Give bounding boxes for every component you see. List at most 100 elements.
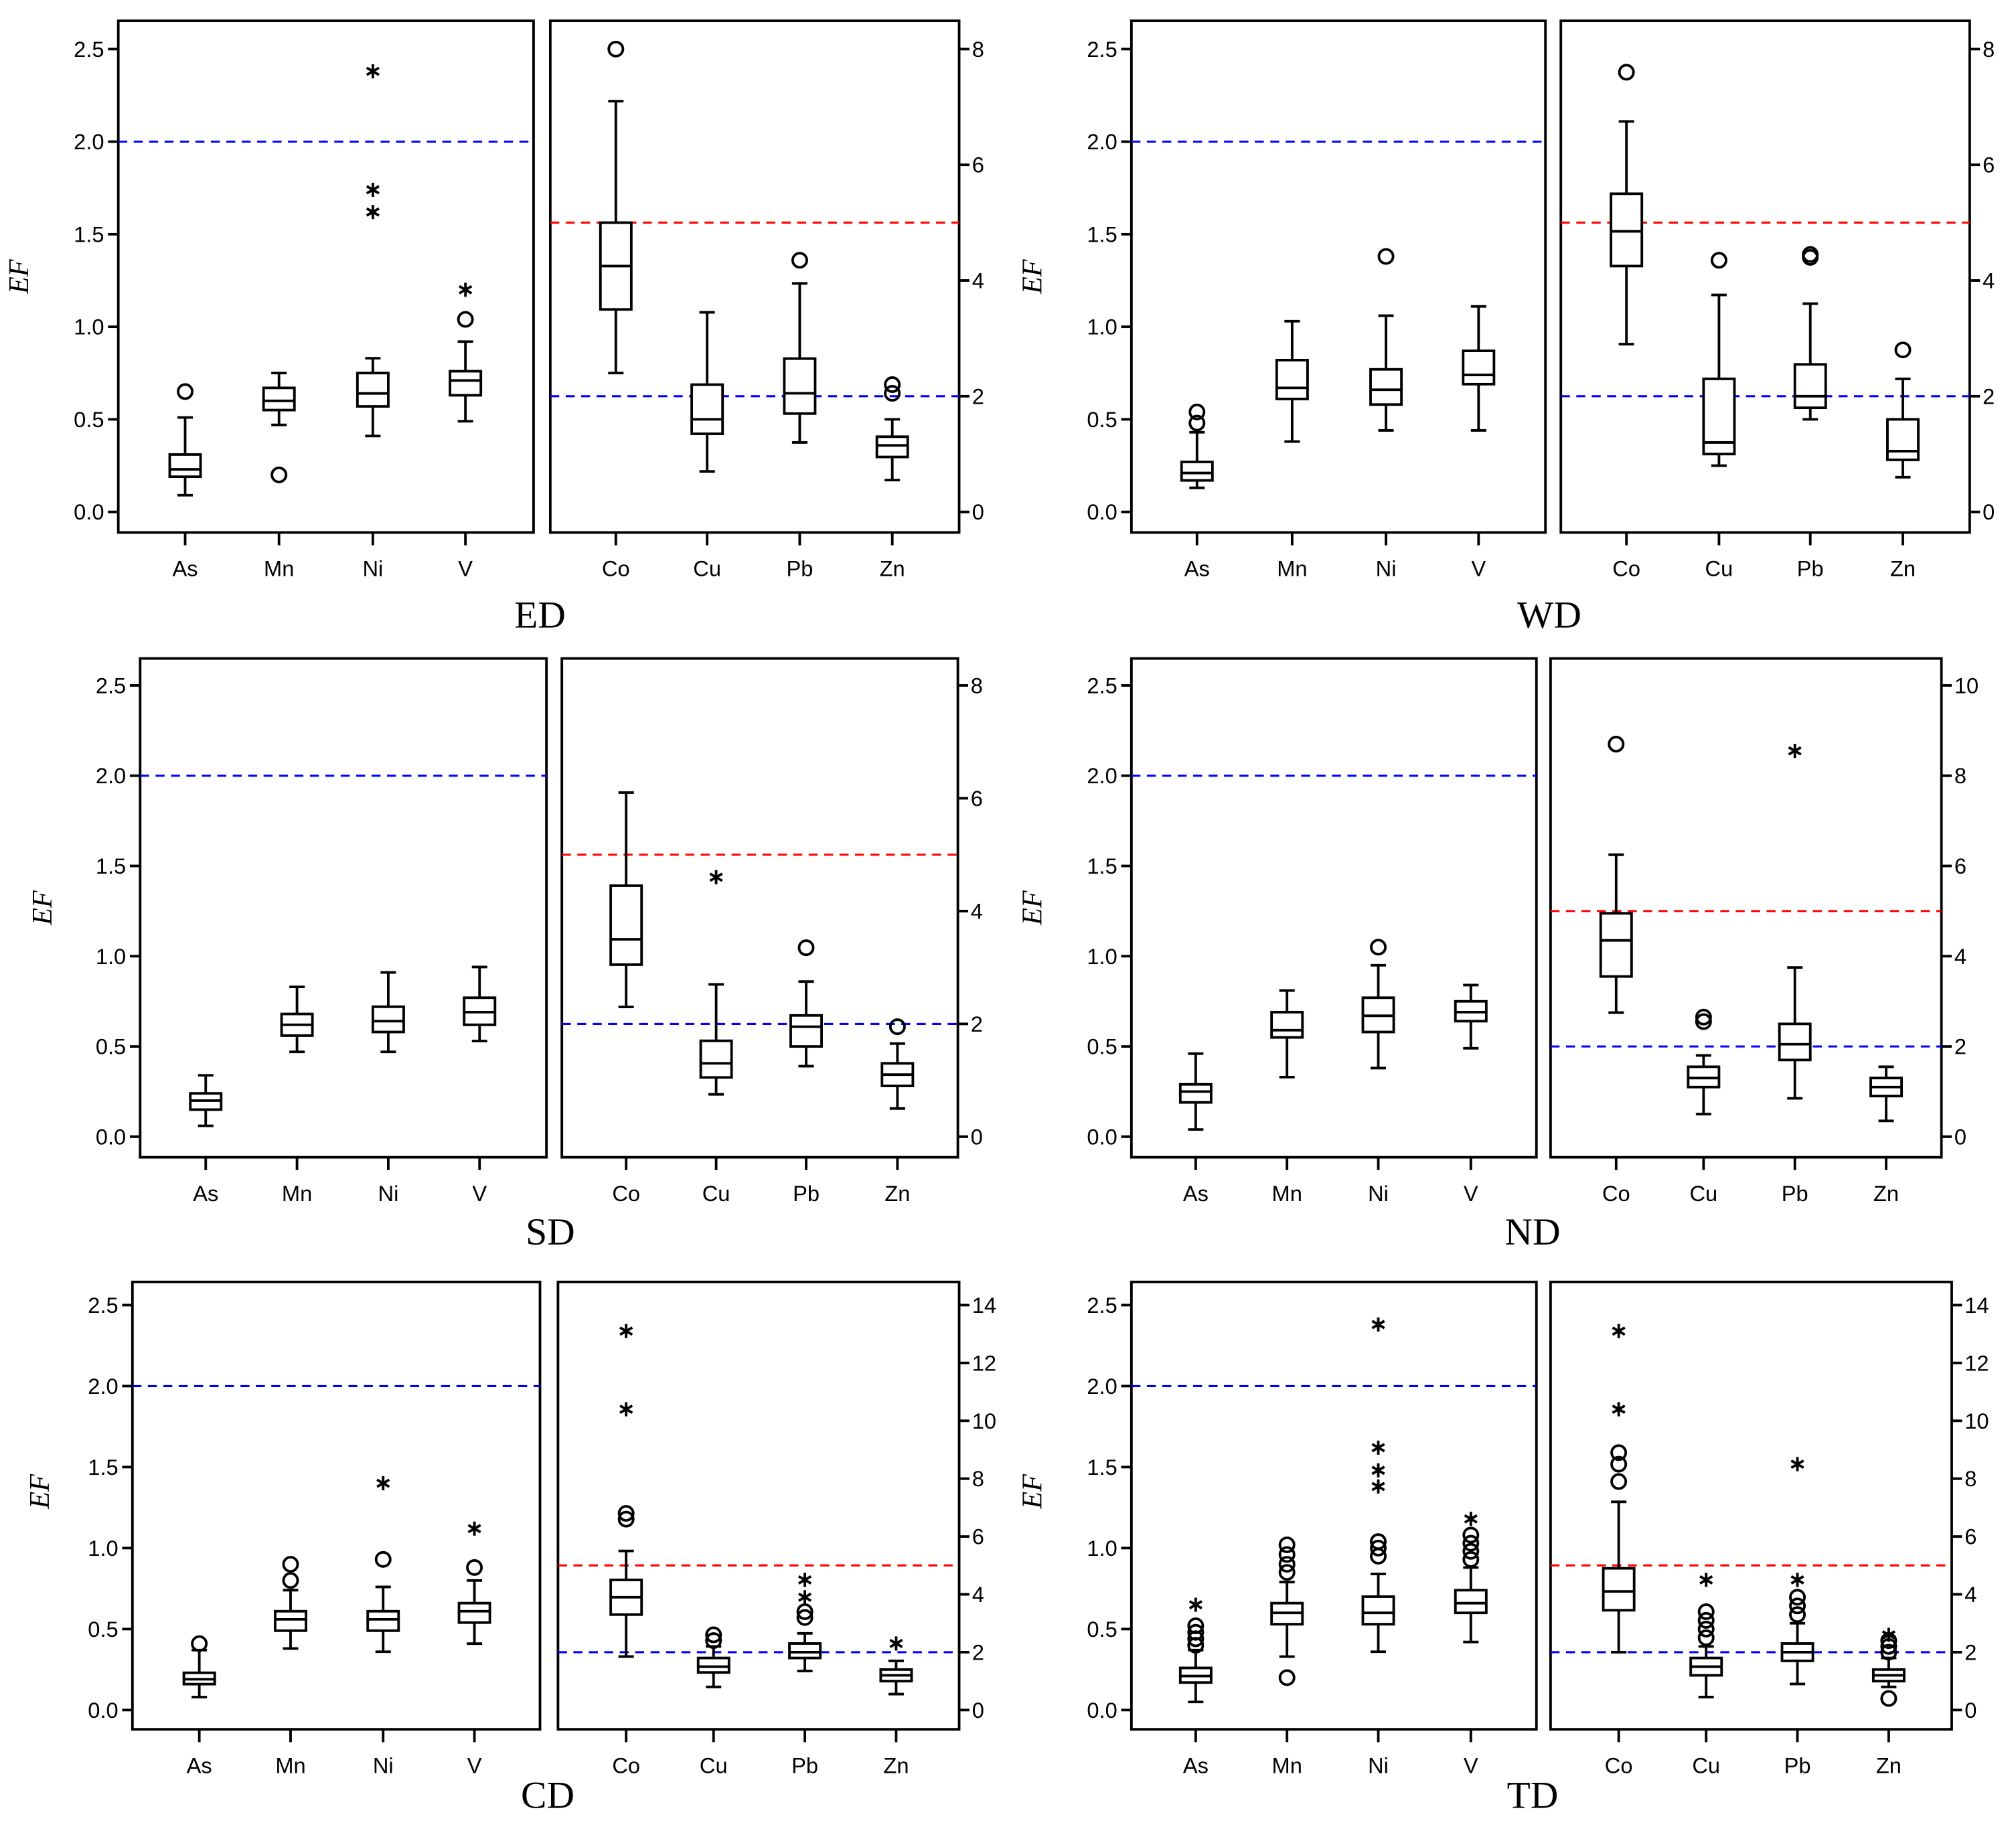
y-tick-label: 8 (1954, 763, 1966, 788)
box-ni: Ni (1361, 939, 1395, 1206)
plot-frame (1130, 657, 1538, 1159)
x-tick-label: Mn (264, 556, 294, 581)
extreme-star-icon (1790, 1457, 1804, 1471)
box-pb: Pb (1793, 246, 1827, 581)
x-tick-label: As (1183, 1753, 1209, 1777)
y-tick-label: 0.0 (1087, 499, 1117, 524)
y-tick-label: 8 (972, 1466, 984, 1491)
outlier-circle (1462, 1526, 1480, 1544)
x-tick-label: Ni (1376, 556, 1397, 581)
left-subplot: 0.0 0.5 1.0 1.5 2.0 2.5 As Mn Ni V (74, 19, 535, 581)
box-zn: Zn (1869, 1065, 1904, 1206)
y-axis-label: EF (3, 258, 35, 295)
x-tick-label: Cu (1690, 1181, 1718, 1206)
box-co: Co (1599, 736, 1633, 1206)
x-tick-label: As (1184, 556, 1210, 581)
box-zn: Zn (879, 1636, 913, 1777)
outlier-circle (607, 40, 625, 58)
outlier-circle (1370, 1539, 1387, 1557)
box-zn: Zn (1886, 341, 1920, 581)
x-tick-label: Co (612, 1181, 640, 1206)
x-tick-label: Pb (1797, 556, 1824, 581)
extreme-star-icon (889, 1636, 903, 1651)
iqr-box (457, 1601, 491, 1624)
plot-frame (1130, 1280, 1538, 1731)
y-tick-label: 2.0 (1087, 763, 1117, 788)
outlier-circle (1789, 1597, 1806, 1615)
extreme-star-icon (1188, 1597, 1203, 1612)
x-tick-label: Pb (1784, 1753, 1811, 1777)
plot-frame (131, 1280, 542, 1731)
box-as: As (1178, 1052, 1213, 1206)
outlier-circle (1370, 939, 1387, 956)
box-mn: Mn (1270, 1536, 1304, 1777)
y-tick-label: 2 (972, 1640, 984, 1664)
iqr-box (1793, 363, 1827, 410)
extreme-star-icon (1371, 1479, 1385, 1494)
outlier-circle (1880, 1690, 1897, 1707)
x-tick-label: V (472, 1181, 487, 1206)
box-co: Co (609, 791, 643, 1206)
x-tick-label: V (1471, 556, 1486, 581)
iqr-box (274, 1609, 307, 1632)
iqr-box (366, 1609, 400, 1632)
box-cu: Cu (1689, 1573, 1723, 1777)
panel-ed: 0.0 0.5 1.0 1.5 2.0 2.5 As Mn Ni V 0 2 4 6 8 Co Cu Pb Zn EF… (3, 19, 984, 636)
x-tick-label: Co (1605, 1753, 1633, 1777)
outlier-circle (374, 1550, 392, 1568)
y-tick-label: 1.5 (88, 1455, 118, 1480)
iqr-box (699, 1039, 733, 1079)
y-tick-label: 0.0 (1087, 1698, 1117, 1723)
y-tick-label: 0.5 (74, 407, 104, 432)
left-subplot: 0.0 0.5 1.0 1.5 2.0 2.5 As Mn Ni V (1087, 657, 1538, 1206)
x-tick-label: Mn (275, 1753, 305, 1777)
y-tick-label: 2 (1954, 1034, 1966, 1059)
box-v: V (449, 283, 483, 581)
iqr-box (356, 372, 390, 408)
box-v: V (1454, 983, 1488, 1206)
outlier-circle (1610, 1444, 1628, 1461)
y-tick-label: 6 (972, 1524, 984, 1549)
iqr-box (783, 357, 817, 415)
panel-td: 0.0 0.5 1.0 1.5 2.0 2.5 As Mn Ni V 0 2 4 6 8 10 12 14 Co Cu… (1016, 1280, 1989, 1816)
x-tick-label: As (1183, 1181, 1209, 1206)
outlier-circle (1278, 1669, 1296, 1686)
y-tick-label: 0 (1983, 499, 1995, 524)
outlier-circle (1894, 341, 1912, 359)
extreme-star-icon (459, 283, 473, 297)
y-tick-label: 8 (971, 673, 983, 698)
x-tick-label: Co (1612, 556, 1640, 581)
outlier-circle (1697, 1629, 1715, 1646)
x-tick-label: V (467, 1753, 482, 1777)
box-ni: Ni (371, 971, 405, 1206)
iqr-box (1602, 1567, 1636, 1612)
y-tick-label: 0 (971, 1124, 983, 1149)
box-v: V (463, 965, 497, 1206)
x-tick-label: Cu (693, 556, 721, 581)
plot-frame (1549, 1280, 1953, 1731)
x-tick-label: As (172, 556, 198, 581)
x-tick-label: Zn (880, 556, 905, 581)
outlier-circle (1188, 403, 1206, 420)
x-tick-label: V (1464, 1753, 1478, 1777)
box-pb: Pb (788, 1573, 822, 1777)
iqr-box (1610, 192, 1644, 268)
x-tick-label: Co (1602, 1181, 1630, 1206)
y-tick-label: 2.0 (96, 763, 126, 788)
box-as: As (1180, 403, 1214, 581)
x-tick-label: Ni (378, 1181, 399, 1206)
box-co: Co (1610, 64, 1644, 581)
panel-title: CD (521, 1774, 574, 1816)
y-tick-label: 14 (972, 1293, 996, 1318)
iqr-box (1180, 461, 1214, 482)
extreme-star-icon (709, 870, 723, 884)
box-mn: Mn (1270, 989, 1304, 1206)
outlier-circle (705, 1626, 722, 1644)
box-as: As (168, 383, 202, 581)
box-zn: Zn (1871, 1627, 1906, 1777)
extreme-star-icon (366, 182, 380, 197)
left-subplot: 0.0 0.5 1.0 1.5 2.0 2.5 As Mn Ni V (1087, 19, 1547, 581)
plot-frame (560, 657, 959, 1159)
y-tick-label: 1.5 (74, 222, 104, 246)
y-tick-label: 10 (1964, 1409, 1989, 1433)
